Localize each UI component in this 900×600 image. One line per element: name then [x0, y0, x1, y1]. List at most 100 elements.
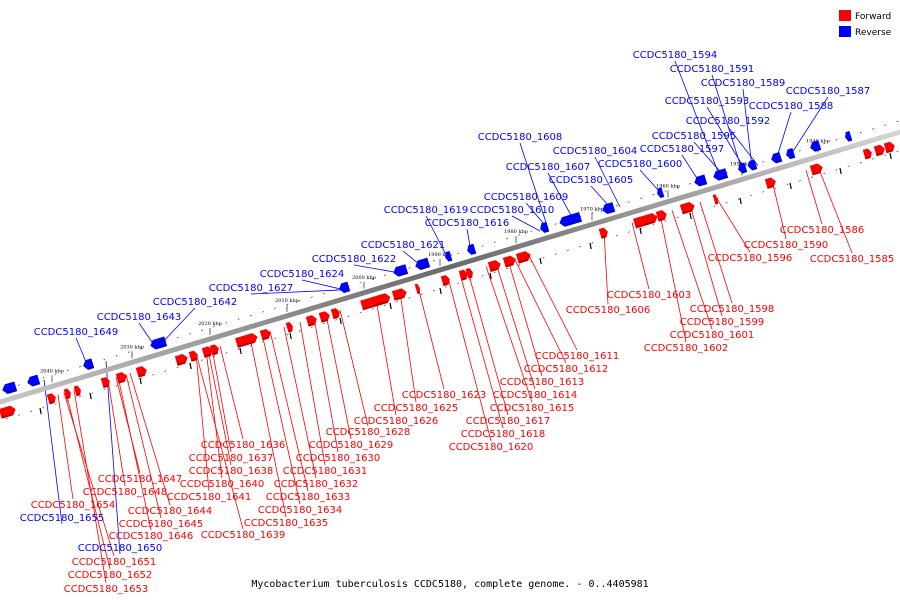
leader-line: [43, 379, 63, 525]
gene-label: CCDC5180_1654: [31, 500, 116, 511]
gene-label: CCDC5180_1627: [209, 283, 294, 294]
leader-line: [485, 266, 533, 403]
gene-forward: [0, 405, 16, 419]
gene-forward: [633, 213, 658, 229]
leader-line: [73, 389, 107, 584]
gene-label: CCDC5180_1589: [701, 78, 786, 89]
gene-label: CCDC5180_1597: [640, 144, 725, 155]
gene-reverse: [467, 243, 477, 255]
gene-label: CCDC5180_1602: [644, 343, 729, 354]
gene-forward: [883, 141, 895, 154]
leader-line: [301, 279, 345, 291]
leader-line: [659, 213, 687, 343]
leader-line: [195, 353, 244, 530]
leader-line: [631, 222, 650, 290]
gene-forward: [259, 328, 271, 341]
gene-label: CCDC5180_1615: [490, 403, 575, 414]
gene-label: CCDC5180_1619: [384, 205, 469, 216]
gene-label: CCDC5180_1603: [607, 290, 692, 301]
gene-label: CCDC5180_1633: [266, 492, 351, 503]
gene-label: CCDC5180_1604: [553, 146, 638, 157]
gene-label: CCDC5180_1586: [780, 225, 865, 236]
leader-line: [603, 230, 609, 305]
gene-reverse: [83, 358, 95, 370]
gene-label: CCDC5180_1651: [72, 557, 157, 568]
axis-tick: 2040 kbp: [40, 368, 64, 383]
gene-label: CCDC5180_1634: [258, 505, 343, 516]
gene-forward: [209, 344, 219, 356]
gene-reverse: [657, 187, 665, 199]
gene-forward: [655, 210, 667, 222]
axis-tick-label: 2030 kbp: [120, 344, 144, 350]
leader-line: [353, 264, 401, 274]
gene-label: CCDC5180_1592: [686, 116, 771, 127]
leader-line: [671, 210, 713, 330]
gene-label: CCDC5180_1643: [97, 312, 182, 323]
gene-reverse: [393, 264, 409, 277]
axis-tick-label: 2010 kbp: [275, 298, 299, 304]
leader-line: [261, 333, 301, 505]
leader-line: [57, 394, 74, 500]
genome-axis: [0, 129, 900, 405]
leader-line: [63, 392, 115, 557]
gene-forward: [305, 315, 317, 327]
gene-label: CCDC5180_1613: [500, 377, 585, 388]
gene-label: CCDC5180_1629: [309, 440, 394, 451]
gene-label: CCDC5180_1587: [786, 86, 871, 97]
leader-line: [527, 253, 578, 351]
gene-label: CCDC5180_1648: [83, 487, 168, 498]
gene-forward: [764, 177, 776, 189]
gene-reverse: [694, 174, 708, 187]
leader-line: [706, 106, 746, 170]
gene-reverse: [445, 250, 453, 262]
gene-forward: [391, 288, 407, 301]
gene-forward: [458, 269, 468, 281]
gene-label: CCDC5180_1647: [98, 474, 183, 485]
gene-forward: [63, 388, 71, 400]
gene-label: CCDC5180_1649: [34, 327, 119, 338]
gene-label: CCDC5180_1620: [449, 442, 534, 453]
axis-tick: 1990 kbp: [428, 252, 452, 266]
gene-label: CCDC5180_1612: [524, 364, 609, 375]
leader-line: [105, 361, 121, 555]
leader-line: [339, 309, 369, 427]
gene-reverse: [786, 148, 796, 160]
gene-forward: [502, 255, 516, 268]
leader-line: [125, 374, 162, 519]
gene-forward: [465, 267, 473, 279]
gene-forward: [330, 308, 340, 320]
leader-line: [417, 286, 445, 390]
gene-label: CCDC5180_1605: [549, 175, 634, 186]
gene-label: CCDC5180_1650: [78, 543, 163, 554]
gene-reverse: [150, 336, 168, 350]
gene-reverse: [27, 374, 41, 387]
gene-reverse: [738, 162, 748, 174]
gene-label: CCDC5180_1631: [283, 466, 368, 477]
gene-reverse: [771, 151, 783, 164]
gene-forward: [414, 283, 421, 294]
leader-line: [159, 307, 196, 346]
gene-forward: [100, 377, 110, 389]
gene-label: CCDC5180_1639: [201, 530, 286, 541]
leader-line: [211, 348, 232, 453]
gene-label: CCDC5180_1588: [749, 101, 834, 112]
gene-label: CCDC5180_1624: [260, 269, 345, 280]
legend-swatch-forward: [839, 10, 851, 21]
gene-labels: CCDC5180_1594CCDC5180_1591CCDC5180_1589C…: [20, 50, 895, 595]
leader-line: [775, 111, 792, 161]
gene-label: CCDC5180_1628: [326, 427, 411, 438]
gene-reverse: [540, 221, 550, 233]
leader-line: [325, 314, 352, 440]
gene-label: CCDC5180_1625: [374, 403, 459, 414]
gene-label: CCDC5180_1642: [153, 297, 238, 308]
leader-line: [817, 166, 853, 254]
gene-reverse: [415, 257, 431, 271]
gene-reverse: [810, 140, 822, 152]
gene-label: CCDC5180_1606: [566, 305, 651, 316]
gene-forward: [440, 275, 450, 287]
legend-swatch-reverse: [839, 26, 851, 37]
gene-forward: [188, 350, 198, 362]
gene-forward: [712, 194, 719, 205]
leader-line: [129, 372, 171, 506]
gene-forward: [873, 144, 885, 157]
